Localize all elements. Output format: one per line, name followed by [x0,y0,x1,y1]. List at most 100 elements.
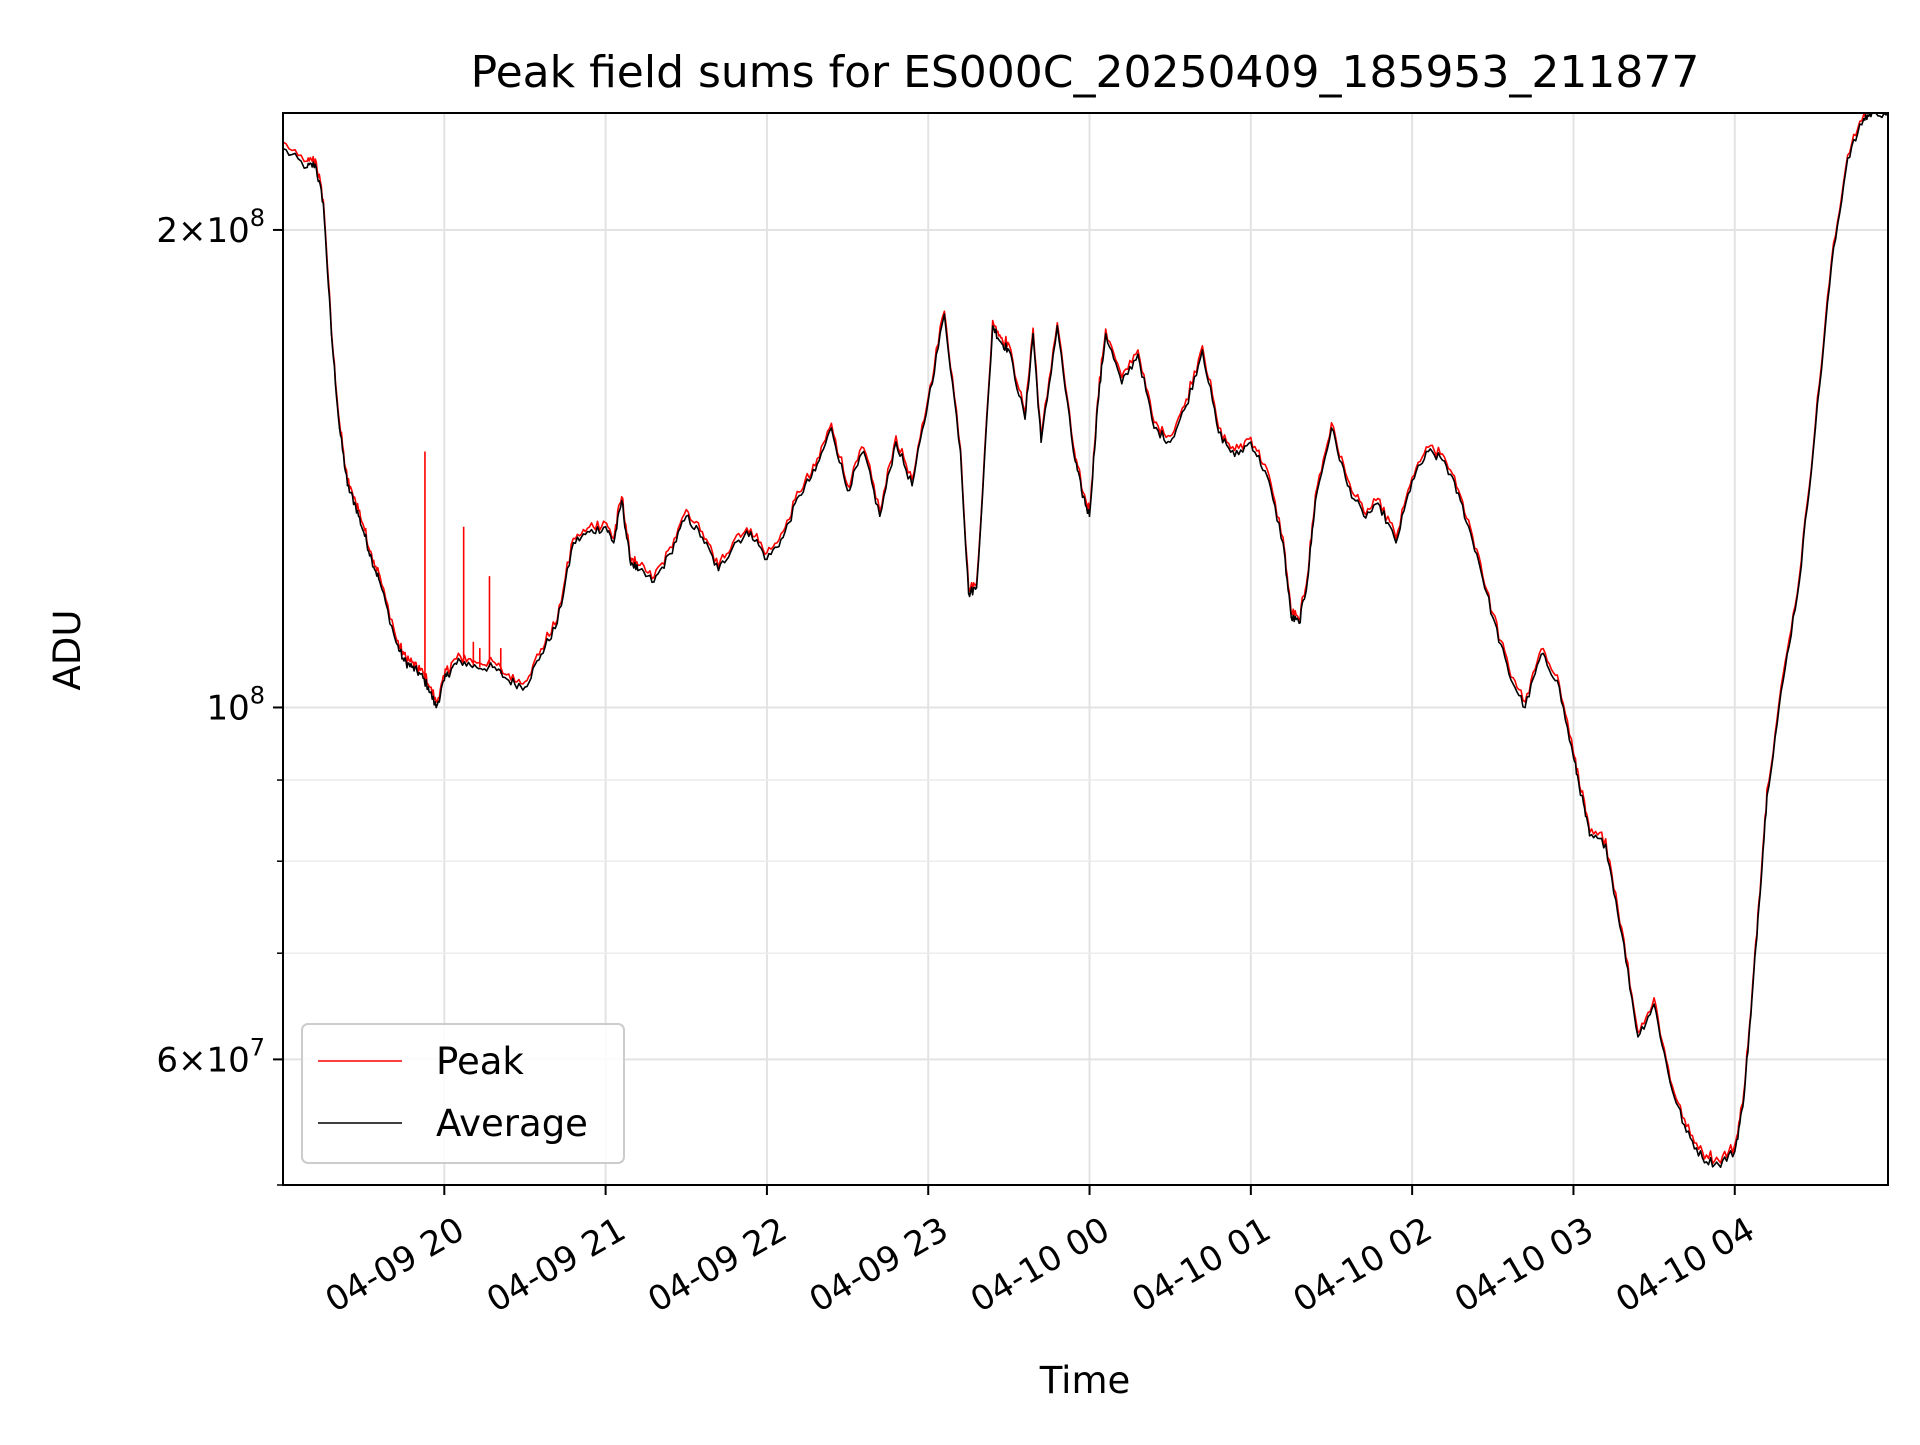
average-point [612,542,615,544]
average-point [1508,673,1510,675]
average-point [540,653,542,656]
average-point [1072,450,1075,453]
average-point [1475,552,1478,555]
average-point [1217,431,1220,434]
average-point [435,706,438,709]
average-point [1685,1131,1688,1133]
chart-title: Peak field sums for ES000C_20250409_1859… [471,47,1700,98]
average-point [1540,653,1542,656]
x-axis-label: Time [1039,1359,1131,1402]
average-point [1314,499,1317,502]
average-point [1298,622,1300,625]
average-point [1427,450,1430,453]
average-point [733,542,736,544]
average-point [1088,515,1091,517]
average-point [395,641,397,643]
average-point [1782,679,1784,682]
legend: Peak Average [301,1023,625,1164]
plot-frame [282,112,1889,1186]
average-point [1766,794,1768,797]
average-point [524,686,526,688]
average-point [637,569,639,572]
legend-average-label: Average [436,1102,588,1145]
average-point [491,666,494,669]
average-point [1250,441,1252,443]
average-point [1492,616,1494,618]
average-point [1701,1157,1704,1159]
average-point [1798,581,1801,583]
average-point [1306,581,1309,583]
average-point [1185,404,1188,407]
y-tick-mantissa: 2 [156,211,178,251]
average-point [1524,706,1526,709]
average-point [1233,455,1236,458]
average-point [967,592,970,595]
average-point [1443,460,1446,462]
average-point [346,484,349,487]
average-point [814,470,817,472]
average-point [1734,1150,1736,1153]
average-point [322,202,325,204]
y-tick-times-sign: × [178,211,207,251]
average-point [1169,441,1171,443]
y-tick-base: 10 [206,211,249,251]
average-point [1580,794,1583,797]
average-point [556,622,558,625]
average-point [1588,835,1591,837]
average-point [620,499,623,502]
average-point [959,450,962,453]
average-point [1121,382,1123,385]
average-point [314,163,317,166]
y-tick-label: 108 [206,681,265,728]
y-axis-label: ADU [46,610,89,691]
average-point [1395,542,1397,544]
average-point [895,441,897,443]
average-point [1080,489,1083,492]
y-tick-exponent: 8 [250,681,265,709]
average-point [1040,441,1042,443]
legend-box [301,1023,625,1164]
average-point [572,542,575,544]
y-tick-base: 10 [206,688,249,728]
y-tick-label: 2×108 [156,204,265,251]
average-point [1266,474,1268,477]
average-point [1137,353,1139,356]
average-point [1346,484,1349,487]
average-point [1153,427,1155,429]
y-tick-exponent: 7 [250,1033,265,1061]
average-point [1758,904,1760,907]
average-point [1750,1014,1752,1016]
average-point [991,325,994,327]
average-point [1653,1003,1655,1005]
average-point [1363,515,1365,517]
average-point [459,660,462,662]
average-point [1572,756,1575,759]
average-point [717,569,720,572]
average-point [1000,341,1002,343]
average-point [1742,1106,1744,1108]
average-point [1282,542,1284,544]
average-point [685,515,688,517]
y-tick-label: 6×107 [156,1033,265,1080]
y-tick-exponent: 8 [250,204,265,232]
series-layer [282,112,1889,1168]
average-point [798,494,800,497]
average-point [362,531,365,533]
average-point [1814,427,1817,429]
y-tick-base: 10 [206,1040,249,1080]
average-point [370,558,373,561]
average-point [1717,1163,1720,1166]
average-point [443,679,446,682]
average-point [927,400,929,402]
legend-peak-label: Peak [436,1040,524,1083]
average-point [669,552,671,555]
average-point [330,333,333,335]
average-point [1846,157,1849,159]
average-point [1556,679,1559,682]
average-point [1024,418,1026,420]
y-tick-times-sign: × [178,1040,207,1080]
average-point [403,660,405,662]
average-point [1637,1036,1639,1038]
